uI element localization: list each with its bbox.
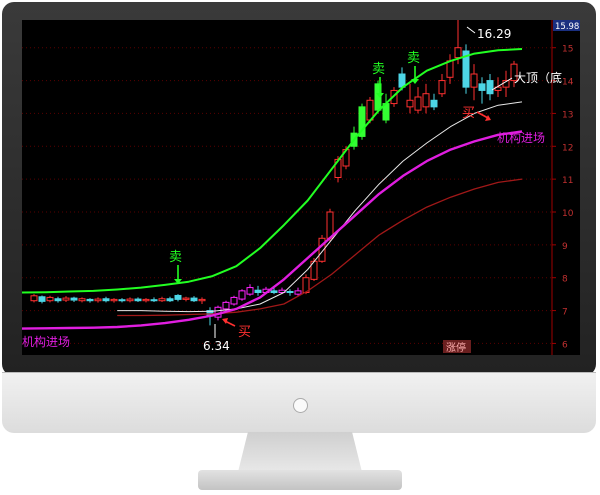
monitor-stand-base	[198, 470, 402, 490]
candle-body	[422, 93, 430, 108]
top-bottom-indicator-label: 大顶（底	[514, 70, 562, 85]
y-tick-label: 10	[562, 209, 574, 219]
darkred-ma-line	[117, 178, 523, 317]
stock-chart-screen: 15 14 13 12 11 10 9 8 7 6 15.98 卖卖卖买买 16.29 6.34 大顶（底…	[21, 5, 580, 355]
last-price-box	[553, 20, 580, 31]
candle-body	[102, 298, 110, 302]
candle-body	[78, 298, 86, 302]
candle-body	[198, 298, 206, 302]
candle-body	[406, 99, 414, 108]
candle-body	[222, 301, 230, 310]
buy-arrow-2	[476, 111, 489, 119]
candle-body	[494, 86, 502, 91]
buy-label-1: 买	[238, 325, 251, 340]
candle-body	[254, 289, 262, 294]
candle-body	[30, 295, 38, 302]
candle-body	[294, 290, 302, 295]
candle-body	[478, 83, 486, 91]
candle-body	[190, 297, 198, 302]
power-button[interactable]	[293, 398, 308, 413]
candle-body	[486, 80, 494, 95]
candle-body	[174, 294, 182, 300]
candle-body	[270, 290, 278, 294]
candle-body	[118, 299, 126, 302]
y-tick-label: 14	[562, 78, 574, 88]
candle-body	[326, 211, 334, 239]
sell-label-3: 卖	[407, 51, 420, 66]
candle-body	[470, 73, 478, 88]
sell-arrow-1-head	[174, 279, 182, 284]
candle-body	[286, 291, 294, 294]
candle-body	[150, 299, 158, 302]
y-tick-label: 6	[562, 340, 568, 350]
buy-arrow-1-head	[222, 318, 228, 324]
candle-body	[158, 298, 166, 302]
buy-arrow-2-head	[485, 115, 491, 121]
candle-body	[430, 99, 438, 108]
candle-body	[38, 296, 46, 302]
candle-body	[166, 298, 174, 302]
candle-body	[318, 237, 326, 262]
zhangting-label: 涨停	[446, 341, 466, 354]
candle-body	[438, 80, 446, 95]
high-price-pointer	[466, 26, 476, 34]
monitor-frame: 15 14 13 12 11 10 9 8 7 6 15.98 卖卖卖买买 16.29 6.34 大顶（底…	[2, 2, 596, 433]
institution-label-right: 机构进场	[497, 130, 545, 145]
sell-label-2: 卖	[372, 62, 385, 77]
sell-arrow-2-head	[376, 93, 384, 98]
candle-body	[238, 290, 246, 300]
y-tick-label: 9	[562, 242, 568, 252]
candle-body	[110, 298, 118, 302]
candle-body	[46, 296, 54, 302]
last-price-label: 15.98	[555, 22, 579, 32]
candle-body	[446, 60, 454, 78]
candle-body	[62, 297, 70, 301]
y-tick-label: 15	[562, 45, 573, 55]
candle-body	[86, 298, 94, 302]
candle-body	[182, 297, 190, 300]
white-ma-line	[117, 101, 523, 313]
y-tick-label: 7	[562, 308, 568, 318]
candle-body	[230, 296, 238, 305]
sell-label-1: 卖	[169, 250, 182, 265]
sell-arrow-3-head	[411, 79, 419, 84]
candle-body	[462, 50, 470, 88]
y-tick-label: 12	[562, 143, 573, 153]
monitor-stand-neck	[238, 432, 362, 472]
top-bottom-pointer	[491, 77, 513, 91]
upper-band-line	[21, 48, 523, 294]
high-price-label: 16.29	[477, 27, 511, 41]
candle-body	[414, 96, 422, 111]
candle-body	[510, 63, 518, 82]
candle-body	[54, 298, 62, 302]
zhangting-badge	[443, 340, 471, 353]
candle-body	[134, 298, 142, 302]
y-tick-label: 13	[562, 110, 573, 120]
y-tick-label: 11	[562, 176, 573, 186]
y-tick-label: 8	[562, 275, 568, 285]
candle-body	[126, 298, 134, 302]
buy-label-2: 买	[462, 106, 475, 121]
institution-line	[21, 130, 523, 330]
institution-label-left: 机构进场	[22, 334, 70, 349]
candle-body	[142, 298, 150, 302]
low-price-label: 6.34	[203, 339, 230, 353]
candle-body	[358, 106, 366, 137]
candle-body	[94, 298, 102, 302]
candle-body	[246, 287, 254, 295]
candle-body	[70, 297, 78, 301]
candle-body	[454, 47, 462, 59]
